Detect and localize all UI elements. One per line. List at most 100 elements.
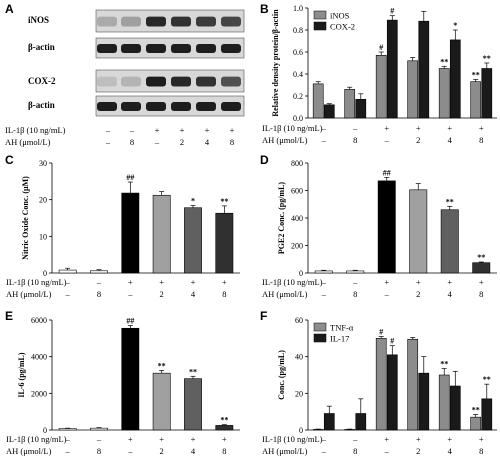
y-tick-label: 4000 — [31, 353, 47, 362]
bar — [344, 429, 356, 431]
significance-label: ** — [440, 57, 448, 66]
bar — [438, 68, 450, 119]
legend-swatch — [313, 322, 327, 332]
significance-label: ** — [477, 253, 485, 262]
bar — [184, 378, 202, 431]
significance-label: ** — [220, 197, 228, 206]
ah-mark: 2 — [160, 289, 164, 299]
bar — [121, 327, 140, 431]
y-tick-label: 30 — [39, 159, 47, 168]
il1b-mark: + — [384, 434, 389, 444]
bar — [472, 262, 491, 274]
il1b-mark: – — [96, 277, 102, 287]
y-tick-label: 2000 — [31, 389, 47, 398]
cond-il1b-label: IL-1β (10 ng/mL) — [262, 434, 323, 444]
il1b-mark: – — [105, 125, 111, 135]
blot-band — [121, 76, 141, 87]
blot-band — [121, 102, 141, 111]
blot-label-actin-2: β-actin — [28, 100, 55, 110]
significance-label: # — [379, 328, 383, 337]
blot-band — [221, 44, 241, 53]
blot-band — [171, 76, 191, 87]
il1b-mark: + — [416, 434, 421, 444]
ah-mark: 8 — [479, 289, 483, 299]
bar — [386, 19, 398, 119]
blot-label-cox2: COX-2 — [28, 76, 56, 86]
blot-band — [146, 102, 166, 111]
bar — [418, 20, 430, 119]
bar — [346, 270, 365, 274]
chart-f: F 0 20 40 60 Conc. (pg/mL) # ** ** # ** TNF-αIL-17 I… — [260, 309, 497, 456]
bar — [449, 39, 461, 119]
blot-band — [171, 16, 191, 27]
chart-b: B 0.0 0.2 0.4 0.6 0.8 1.0 Relative density prot… — [260, 2, 497, 145]
ah-mark: – — [321, 135, 327, 145]
blot-panel: A iNOS β-actin COX-2 β-actin IL-1β (10 n… — [5, 2, 245, 147]
bar — [152, 194, 171, 274]
blot-strip-actin-1 — [95, 37, 245, 59]
ah-mark: 8 — [222, 446, 226, 456]
bar — [481, 68, 493, 119]
blot-band — [146, 16, 166, 27]
blot-band — [146, 44, 166, 53]
bar — [323, 104, 335, 119]
significance-label: ** — [472, 71, 480, 80]
ah-mark: 2 — [416, 289, 420, 299]
blot-strip-actin-2 — [95, 95, 245, 117]
cond-il1b-label: IL-1β (10 ng/mL) — [6, 434, 67, 444]
y-tick-label: 0 — [43, 426, 47, 435]
legend-label: IL-17 — [330, 334, 349, 344]
blot-band — [196, 44, 216, 53]
bar — [375, 338, 387, 431]
il1b-mark: – — [65, 434, 71, 444]
il1b-mark: – — [129, 125, 135, 135]
y-tick-label: 800 — [291, 159, 303, 168]
significance-label: ** — [483, 375, 491, 384]
blot-band — [121, 44, 141, 53]
blot-band — [196, 102, 216, 111]
ah-mark: – — [321, 289, 327, 299]
blot-band — [97, 102, 117, 111]
ah-mark: – — [384, 135, 390, 145]
il1b-mark: – — [321, 277, 327, 287]
y-axis-label: IL-6 (pg/mL) — [17, 352, 26, 397]
bar — [90, 270, 108, 274]
il1b-mark: – — [96, 434, 102, 444]
y-tick-label: 0.4 — [293, 70, 303, 79]
bar — [58, 428, 77, 431]
y-tick-label: 0 — [43, 269, 47, 278]
ah-mark: 8 — [353, 446, 357, 456]
ah-mark: 8 — [353, 289, 357, 299]
cond-il1b-label: IL-1β (10 ng/mL) — [262, 277, 323, 287]
ah-mark: 8 — [97, 446, 101, 456]
blot-band — [146, 76, 166, 87]
il1b-mark: + — [128, 434, 133, 444]
bar — [344, 89, 356, 119]
cond-ah-label: AH (μmol/L) — [262, 446, 308, 456]
bar — [355, 413, 367, 431]
chart-e: E 0 2000 4000 6000 IL-6 (pg/mL) ## ** ** ** IL-1β … — [5, 309, 240, 456]
bar — [312, 83, 324, 119]
ah-mark: 2 — [160, 446, 164, 456]
ah-mark: 4 — [205, 137, 210, 147]
blot-band — [196, 76, 216, 87]
cond-il1b-label: IL-1β (10 ng/mL) — [6, 277, 67, 287]
bar — [377, 180, 396, 274]
il1b-mark: + — [191, 434, 196, 444]
bar — [438, 374, 450, 431]
y-tick-label: 6000 — [31, 316, 47, 325]
bar — [418, 372, 430, 431]
significance-label: ## — [126, 317, 134, 326]
cond-ah-label: AH (μmol/L) — [5, 137, 51, 147]
il1b-mark: – — [352, 434, 358, 444]
legend-swatch — [313, 10, 327, 20]
blot-band — [221, 102, 241, 111]
y-tick-label: 0.0 — [293, 114, 303, 123]
bar — [323, 413, 335, 431]
blot-band — [97, 16, 117, 27]
ah-mark: 8 — [130, 137, 134, 147]
blot-label-inos: iNOS — [28, 15, 49, 25]
cond-il1b-label: IL-1β (10 ng/mL) — [262, 123, 323, 133]
il1b-mark: + — [384, 277, 389, 287]
